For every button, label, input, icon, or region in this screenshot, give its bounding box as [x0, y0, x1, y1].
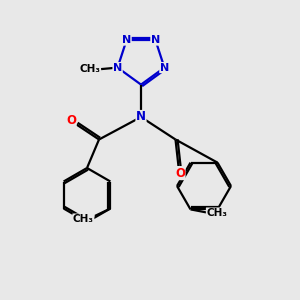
Text: N: N — [113, 63, 122, 73]
Text: N: N — [136, 110, 146, 124]
Text: CH₃: CH₃ — [79, 64, 100, 74]
Text: N: N — [151, 35, 160, 45]
Text: N: N — [160, 63, 169, 73]
Text: O: O — [175, 167, 185, 180]
Text: N: N — [122, 35, 131, 45]
Text: O: O — [66, 114, 76, 128]
Text: CH₃: CH₃ — [206, 208, 227, 218]
Text: CH₃: CH₃ — [73, 214, 94, 224]
